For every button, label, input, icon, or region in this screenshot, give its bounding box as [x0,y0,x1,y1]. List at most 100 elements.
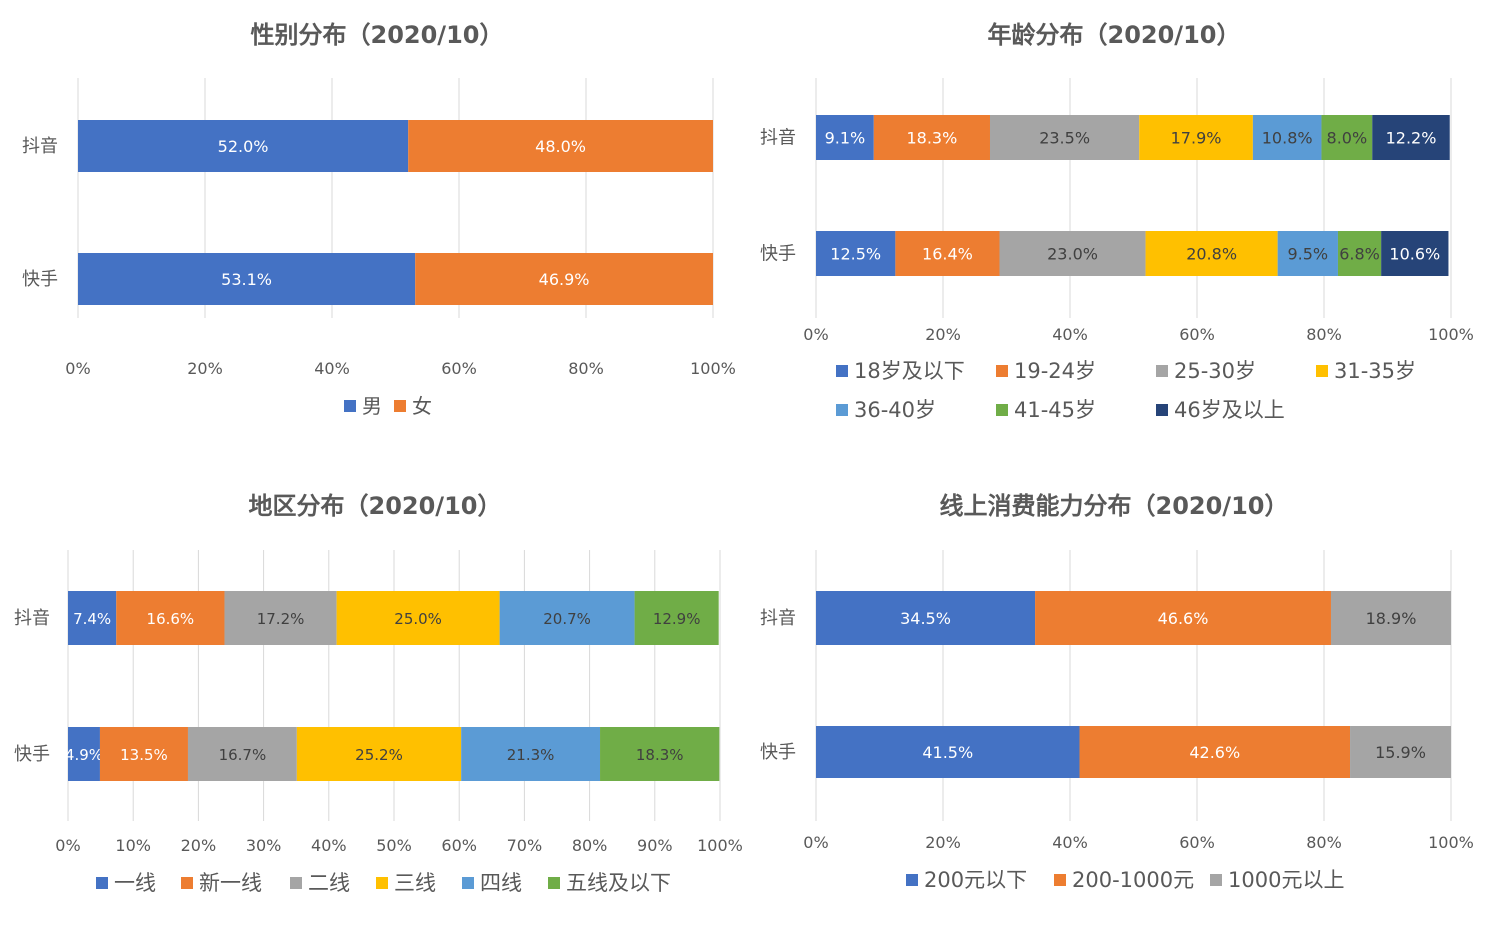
data-label: 46.9% [539,270,590,289]
x-tick-label: 80% [568,359,604,378]
legend-label: 男 [362,394,382,418]
bar-segment [78,253,416,305]
data-label: 12.2% [1386,129,1437,148]
x-tick-label: 40% [314,359,350,378]
data-label: 10.6% [1389,245,1440,264]
legend-swatch [836,365,848,377]
bar-segment [634,591,719,645]
bar-segment [816,115,874,160]
bar-segment [461,727,601,781]
bar-segment [816,726,1080,778]
category-label: 快手 [760,742,796,763]
data-label: 9.5% [1287,245,1328,264]
data-label: 42.6% [1189,743,1240,762]
legend-label: 三线 [394,871,436,895]
region-chart-panel: 地区分布（2020/10） 0% 10% 20% 30% 40% 50% 60% 70% 80%… [0,462,748,923]
spending-chart-panel: 线上消费能力分布（2020/10） 0% 20% 40% 60% 80% 100% 抖音 快手… [748,462,1495,923]
chart-title: 地区分布（2020/10） [249,492,502,520]
x-tick-label: 40% [1052,325,1088,344]
legend-label: 女 [412,394,432,418]
legend-swatch [906,874,918,886]
category-label: 快手 [14,744,50,765]
x-tick-label: 50% [376,836,412,855]
x-tick-label: 40% [1052,833,1088,852]
category-label: 抖音 [14,608,50,629]
bar-segment [116,591,225,645]
data-label: 23.0% [1047,245,1098,264]
age-chart-panel: 年龄分布（2020/10） 0% 20% 40% 60% 80% 100% 抖音 快手 9.1%… [748,0,1495,462]
legend-swatch [462,877,474,889]
legend: 200元以下 200-1000元 1000元以上 [906,868,1344,892]
data-label: 20.8% [1186,245,1237,264]
x-tick-label: 20% [925,325,961,344]
gender-chart-panel: 性别分布（2020/10） 0% 20% 40% 60% 80% 100% 抖音 快手 52.0… [0,0,748,462]
data-label: 41.5% [922,743,973,762]
legend-swatch [836,404,848,416]
bar-segment [99,727,188,781]
category-label: 抖音 [760,608,796,629]
bar-segment [1035,591,1331,645]
legend-label: 新一线 [199,871,262,895]
legend-label: 19-24岁 [1014,359,1096,383]
data-label: 17.2% [257,610,305,628]
bar-segment [1372,115,1450,160]
bar-segment [408,120,713,172]
legend-swatch [548,877,560,889]
x-tick-label: 100% [697,836,743,855]
bar-segment [224,591,337,645]
data-label: 18.9% [1366,609,1417,628]
bar-segment [600,727,720,781]
legend-label: 31-35岁 [1334,359,1416,383]
data-label: 20.7% [543,610,591,628]
data-label: 21.3% [507,746,555,764]
x-tick-label: 0% [803,325,828,344]
x-tick-label: 90% [637,836,673,855]
bar-segment [68,727,100,781]
legend-swatch [1210,874,1222,886]
data-label: 16.7% [219,746,267,764]
x-tick-label: 60% [1179,833,1215,852]
data-label: 17.9% [1171,129,1222,148]
data-label: 15.9% [1375,743,1426,762]
data-label: 7.4% [73,610,111,628]
x-tick-label: 40% [311,836,347,855]
data-label: 6.8% [1339,245,1380,264]
legend: 一线 新一线 二线 三线 四线 五线及以下 [96,871,671,895]
legend-label: 二线 [308,871,350,895]
chart-title: 线上消费能力分布（2020/10） [940,492,1289,520]
data-label: 53.1% [221,270,272,289]
bar-segment [816,231,896,276]
data-label: 23.5% [1039,129,1090,148]
bar-segment [68,591,117,645]
bar-segment [296,727,462,781]
bar-segment [816,591,1036,645]
x-tick-label: 0% [55,836,80,855]
bar-segment [1350,726,1451,778]
legend-swatch [1316,365,1328,377]
bar-segment [1145,231,1278,276]
category-label: 抖音 [760,128,796,149]
legend-label: 一线 [114,871,156,895]
data-label: 25.2% [355,746,403,764]
legend-label: 200-1000元 [1072,868,1194,892]
bar-segment [873,115,990,160]
data-label: 16.4% [922,245,973,264]
bar-segment [1277,231,1338,276]
legend-label: 46岁及以上 [1174,398,1285,422]
category-label: 抖音 [22,136,58,157]
data-label: 4.9% [65,746,103,764]
data-label: 12.9% [653,610,701,628]
x-tick-label: 80% [572,836,608,855]
data-label: 8.0% [1327,129,1368,148]
legend-label: 36-40岁 [854,398,936,422]
x-tick-label: 60% [1179,325,1215,344]
legend-swatch [290,877,302,889]
bar-segment [1337,231,1382,276]
data-label: 46.6% [1158,609,1209,628]
bar-segment [78,120,409,172]
data-label: 12.5% [830,245,881,264]
x-tick-label: 80% [1306,325,1342,344]
bar-segment [895,231,1000,276]
legend-label: 18岁及以下 [854,359,965,383]
